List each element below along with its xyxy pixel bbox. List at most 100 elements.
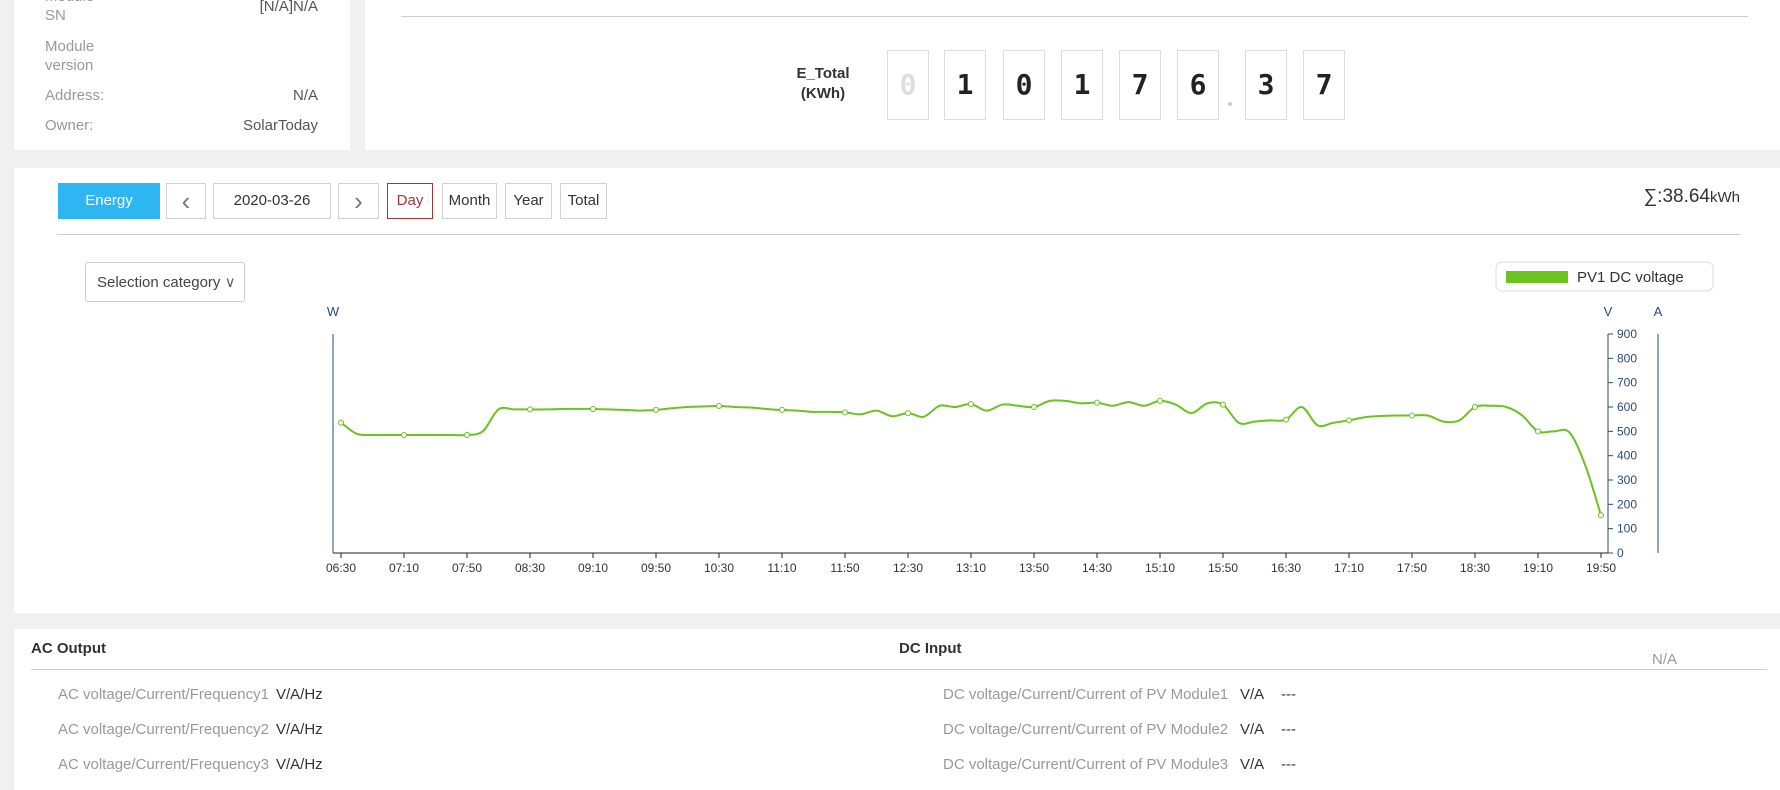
selection-dropdown[interactable]: Selection category ∨ xyxy=(85,262,245,302)
info-value: N/A xyxy=(292,87,318,104)
e-total-digit: 3 xyxy=(1245,50,1287,120)
next-button[interactable]: › xyxy=(338,183,379,219)
point-marker xyxy=(1031,404,1037,410)
energy-tab[interactable]: Energy xyxy=(58,183,160,219)
x-tick-label: 14:30 xyxy=(1082,561,1112,575)
info-label: Module SN xyxy=(45,0,94,24)
x-tick-label: 19:10 xyxy=(1523,561,1553,575)
e-total-title: E_Total xyxy=(796,65,850,82)
y-tick-label: 100 xyxy=(1617,522,1637,536)
x-tick-label: 11:10 xyxy=(767,561,796,575)
x-tick-label: 17:10 xyxy=(1334,561,1364,575)
total-unit: kWh xyxy=(1710,189,1740,206)
point-marker xyxy=(1409,412,1415,419)
info-value: [N/A]N/A xyxy=(259,0,318,15)
point-marker xyxy=(1283,416,1289,423)
info-panel: Module SN [N/A]N/A Module version Address: N… xyxy=(14,0,350,150)
e-total-digit: 1 xyxy=(944,50,986,120)
x-tick-label: 15:10 xyxy=(1145,561,1175,575)
y-tick-label: 300 xyxy=(1617,473,1637,487)
dc-value: --- xyxy=(1281,756,1296,773)
x-tick-label: 13:10 xyxy=(956,561,986,575)
y2-axis-label: A xyxy=(1654,304,1663,319)
x-tick-label: 10:30 xyxy=(704,561,734,575)
dc-label: DC voltage/Current/Current of PV Module1 xyxy=(943,686,1229,703)
x-tick-label: 09:10 xyxy=(578,561,608,575)
ac-label: AC voltage/Current/Frequency2 xyxy=(58,721,269,738)
x-tick-label: 18:30 xyxy=(1460,561,1490,575)
y-tick-label: 600 xyxy=(1617,400,1637,414)
point-marker xyxy=(1094,399,1100,406)
dc-title: DC Input xyxy=(899,640,962,657)
y-tick-label: 500 xyxy=(1617,424,1637,438)
x-tick-label: 19:50 xyxy=(1586,561,1616,575)
dc-unit: V/A xyxy=(1240,686,1265,703)
x-tick-label: 08:30 xyxy=(515,561,545,575)
ac-unit: V/A/Hz xyxy=(276,721,323,738)
selection-label: Selection category xyxy=(97,274,221,291)
point-marker xyxy=(779,406,785,413)
x-tick-label: 07:50 xyxy=(452,561,482,575)
prev-button[interactable]: ‹ xyxy=(166,183,206,219)
period-button[interactable]: Month xyxy=(442,183,497,219)
e-total-panel: E_Total (KWh) xyxy=(365,0,1780,150)
info-label: Owner: xyxy=(45,117,94,134)
y-tick-label: 800 xyxy=(1617,351,1637,365)
x-tick-label: 13:50 xyxy=(1019,561,1049,575)
dc-unit: V/A xyxy=(1240,756,1265,773)
dc-note: N/A xyxy=(1652,651,1678,668)
dc-value: --- xyxy=(1281,686,1296,703)
dc-label: DC voltage/Current/Current of PV Module2 xyxy=(943,721,1229,738)
info-value: SolarToday xyxy=(242,117,318,134)
legend-box xyxy=(1495,261,1714,292)
legend-label: PV1 DC voltage xyxy=(1577,269,1684,286)
point-marker xyxy=(905,410,911,417)
y-tick-label: 700 xyxy=(1617,376,1637,390)
point-marker xyxy=(968,401,974,408)
left-axis-label: W xyxy=(327,304,340,319)
period-button[interactable]: Total xyxy=(560,183,607,219)
ac-label: AC voltage/Current/Frequency3 xyxy=(58,756,269,773)
legend-swatch xyxy=(1506,271,1568,283)
io-panel xyxy=(14,629,1780,790)
point-marker xyxy=(1598,512,1604,519)
period-button[interactable]: Day xyxy=(387,183,433,219)
divider xyxy=(31,669,1767,670)
x-tick-label: 16:30 xyxy=(1271,561,1301,575)
total-value: 38.64 xyxy=(1662,186,1710,207)
ac-title: AC Output xyxy=(31,640,106,657)
point-marker xyxy=(716,403,722,410)
point-marker xyxy=(1535,428,1541,435)
point-marker xyxy=(842,409,848,416)
y-tick-label: 200 xyxy=(1617,497,1637,511)
total-energy: ∑:38.64kWh xyxy=(1580,186,1740,208)
chart-panel xyxy=(14,168,1780,613)
dc-value: --- xyxy=(1281,721,1296,738)
ac-label: AC voltage/Current/Frequency1 xyxy=(58,686,269,703)
x-tick-label: 12:30 xyxy=(893,561,923,575)
date-field[interactable]: 2020-03-26 xyxy=(213,183,331,219)
period-button[interactable]: Year xyxy=(505,183,552,219)
x-tick-label: 15:50 xyxy=(1208,561,1238,575)
point-marker xyxy=(1472,404,1478,410)
e-total-digit: 6 xyxy=(1177,50,1219,120)
point-marker xyxy=(590,405,596,412)
point-marker xyxy=(653,406,659,413)
e-total-digit: 1 xyxy=(1061,50,1103,120)
dc-label: DC voltage/Current/Current of PV Module3 xyxy=(943,756,1229,773)
divider xyxy=(57,234,1740,235)
y-tick-label: 400 xyxy=(1617,449,1637,463)
x-tick-label: 07:10 xyxy=(389,561,419,575)
e-total-label: E_Total (KWh) xyxy=(783,64,863,104)
point-marker xyxy=(338,419,344,426)
ac-unit: V/A/Hz xyxy=(276,756,323,773)
e-total-digit: 0 xyxy=(887,50,929,120)
e-total-digit: 0 xyxy=(1003,50,1045,120)
point-marker xyxy=(1220,401,1226,408)
info-label: Module version xyxy=(45,38,95,74)
point-marker xyxy=(464,431,470,438)
y-axis-label: V xyxy=(1604,304,1613,319)
y-tick-label: 900 xyxy=(1617,327,1637,341)
x-tick-label: 09:50 xyxy=(641,561,671,575)
